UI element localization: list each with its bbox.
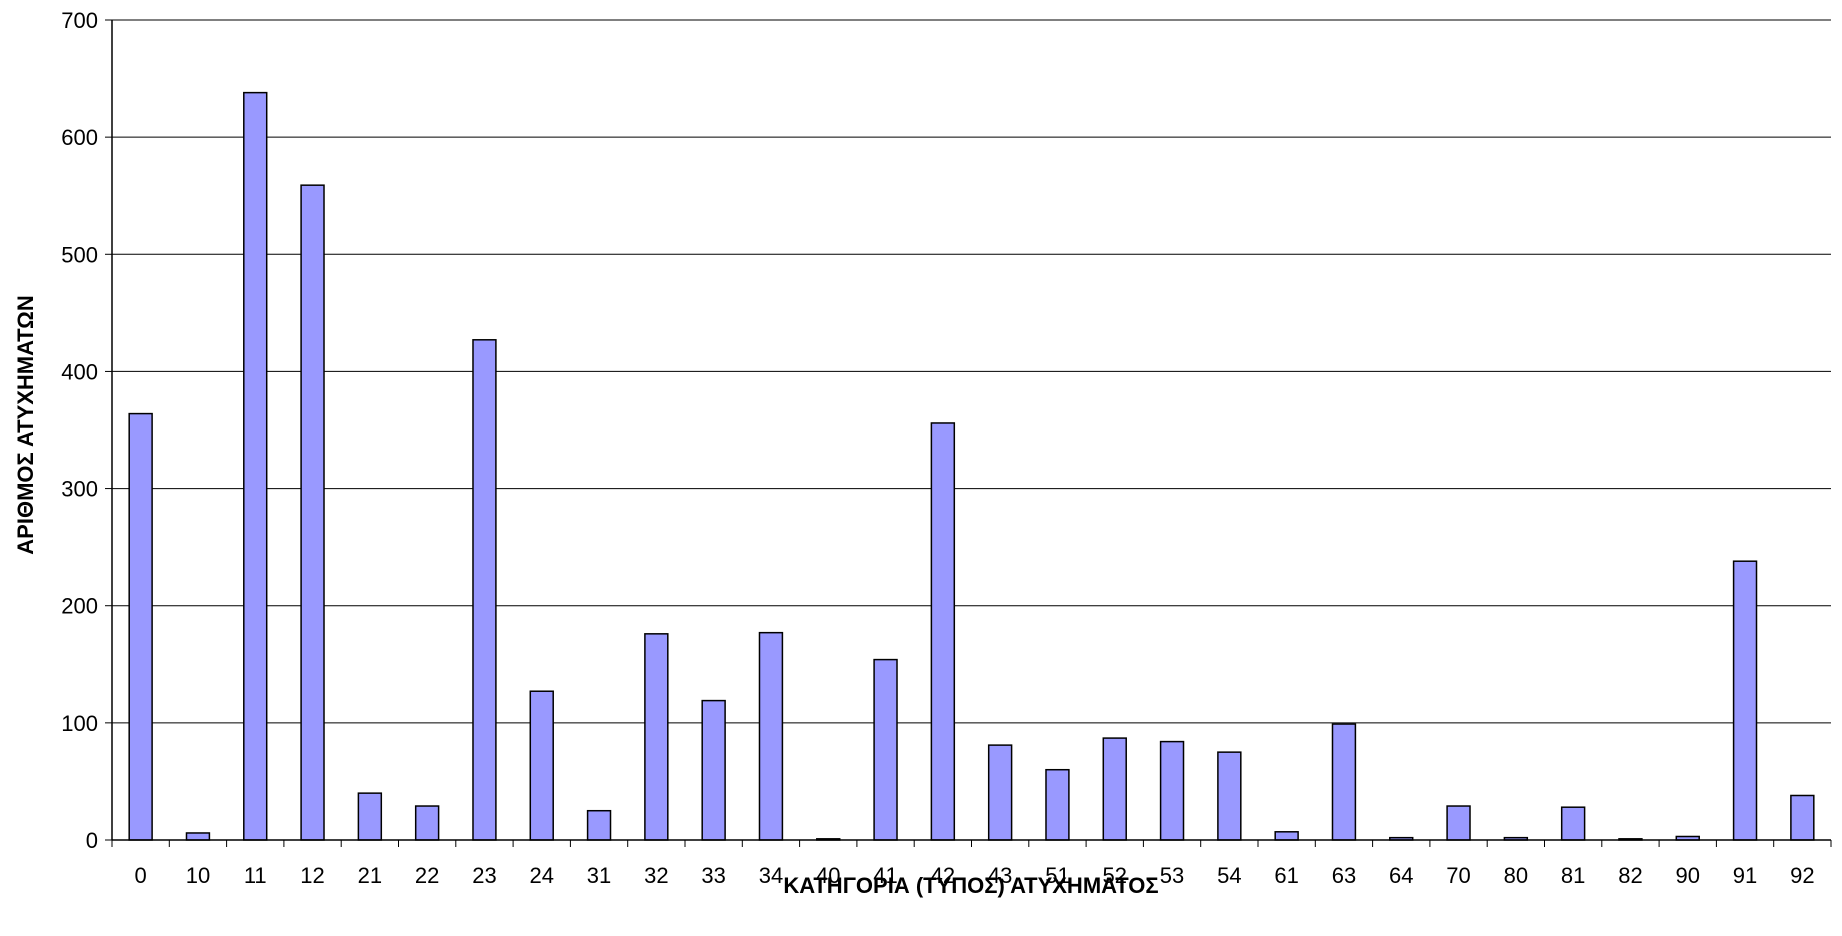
y-tick-label: 600 (61, 125, 98, 150)
x-tick-label: 24 (530, 863, 554, 888)
x-tick-label: 31 (587, 863, 611, 888)
x-tick-label: 32 (644, 863, 668, 888)
bar-61 (1274, 831, 1299, 841)
x-tick-label: 43 (988, 863, 1012, 888)
bar-43 (987, 744, 1013, 841)
x-tick-label: 41 (873, 863, 897, 888)
x-tick-labels: 0 10 11 12 21 22 23 24 31 32 33 34 40 41 42 43 51 52 53 54 6… (135, 863, 1815, 888)
x-tick-label: 53 (1160, 863, 1184, 888)
x-tick-label: 92 (1790, 863, 1814, 888)
bar-54 (1217, 751, 1242, 841)
bar-0 (128, 412, 153, 841)
x-tick-label: 33 (701, 863, 725, 888)
x-tick-label: 40 (816, 863, 840, 888)
bar-24 (529, 690, 554, 841)
y-tick-label: 200 (61, 594, 98, 619)
x-tick-label: 90 (1676, 863, 1700, 888)
x-tick-label: 81 (1561, 863, 1585, 888)
y-tick-label: 500 (61, 242, 98, 267)
x-tick-label: 91 (1733, 863, 1757, 888)
bar-70 (1446, 805, 1471, 841)
y-tick-label: 700 (61, 8, 98, 33)
bar-11 (243, 91, 268, 841)
y-tick-label: 300 (61, 477, 98, 502)
bar-92 (1790, 794, 1815, 841)
x-tick-label: 0 (135, 863, 147, 888)
bar-32 (644, 633, 669, 841)
x-tick-label: 82 (1618, 863, 1642, 888)
bar-33 (701, 699, 726, 841)
bar-41 (873, 658, 898, 841)
bar-23 (472, 339, 497, 841)
x-tick-label: 70 (1446, 863, 1470, 888)
bar-42 (930, 422, 956, 841)
x-tick-label: 51 (1045, 863, 1069, 888)
bar-53 (1159, 740, 1185, 841)
x-tick-label: 23 (472, 863, 496, 888)
bar-81 (1560, 806, 1586, 841)
bar-21 (357, 792, 383, 841)
x-tick-label: 11 (244, 863, 267, 888)
bar-12 (300, 184, 325, 841)
bar-10 (185, 832, 211, 841)
bars (128, 91, 1815, 841)
x-tick-label: 42 (931, 863, 955, 888)
gridlines (112, 19, 1831, 724)
x-tick-label: 64 (1389, 863, 1413, 888)
bar-63 (1331, 723, 1357, 841)
bar-52 (1102, 737, 1127, 841)
x-axis-title: ΚΑΤΗΓΟΡΙΑ (ΤΥΠΟΣ) ΑΤΥΧΗΜΑΤΟΣ (783, 873, 1158, 898)
x-tick-label: 54 (1217, 863, 1241, 888)
bar-91 (1732, 560, 1758, 841)
x-tick-label: 63 (1332, 863, 1356, 888)
x-tick-label: 61 (1274, 863, 1298, 888)
x-tick-label: 52 (1103, 863, 1127, 888)
x-tick-label: 34 (759, 863, 783, 888)
y-tick-label: 100 (61, 711, 98, 736)
bar-34 (758, 631, 784, 841)
y-axis-title: ΑΡΙΘΜΟΣ ΑΤΥΧΗΜΑΤΩΝ (13, 295, 38, 554)
y-tick-labels: 0 100 200 300 400 500 600 700 (61, 8, 98, 853)
bar-22 (414, 805, 440, 841)
axes (105, 19, 1832, 847)
x-tick-label: 21 (358, 863, 382, 888)
bar-31 (586, 809, 612, 841)
x-tick-label: 22 (415, 863, 439, 888)
x-tick-label: 10 (186, 863, 210, 888)
x-tick-label: 80 (1504, 863, 1528, 888)
bar-51 (1045, 768, 1070, 841)
y-tick-label: 0 (86, 828, 98, 853)
y-tick-label: 400 (61, 359, 98, 384)
x-tick-label: 12 (300, 863, 324, 888)
